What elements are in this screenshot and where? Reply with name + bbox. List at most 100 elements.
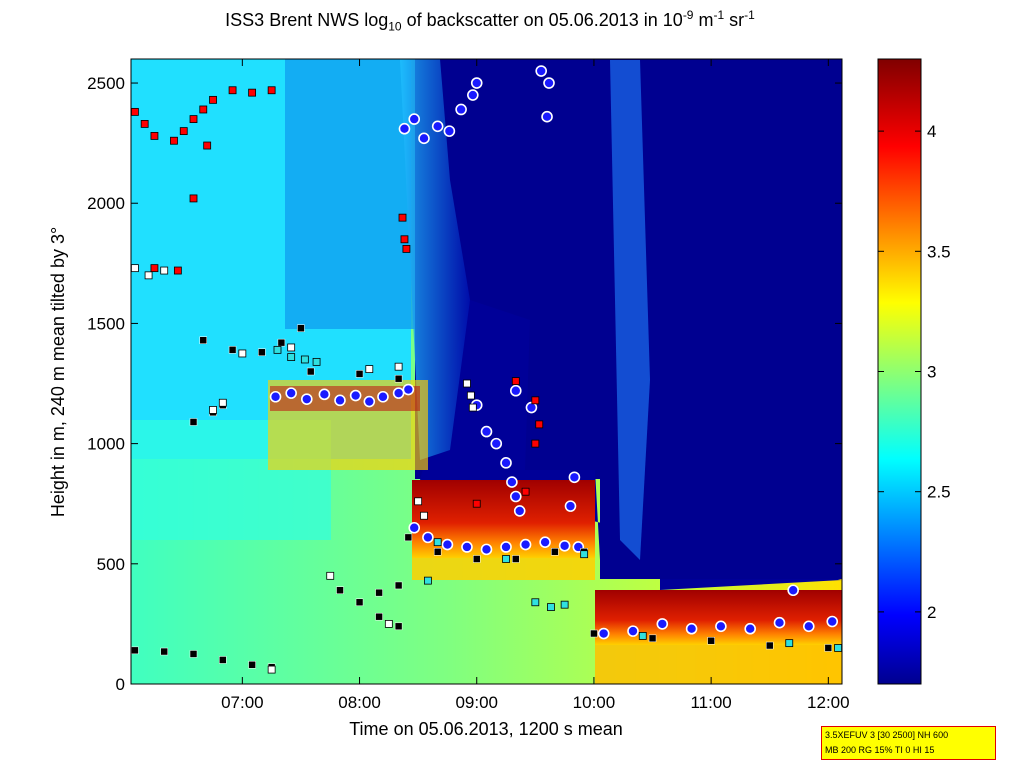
cloud-base-marker bbox=[398, 122, 411, 135]
aerosol-layer-marker bbox=[297, 324, 305, 332]
heatmap-blue-streak bbox=[285, 59, 415, 329]
red-square-marker bbox=[131, 107, 139, 116]
cloud-base-marker bbox=[441, 538, 454, 551]
aerosol-layer-marker bbox=[375, 612, 383, 621]
cloud-base-marker bbox=[480, 425, 493, 438]
y-tick-label: 2500 bbox=[87, 74, 125, 93]
cyan-square-marker bbox=[531, 598, 540, 607]
title-text: of backscatter on 05.06.2013 in 10 bbox=[401, 10, 683, 30]
cloud-base-marker bbox=[455, 103, 467, 116]
cloud-base-marker bbox=[443, 125, 456, 137]
red-square-marker bbox=[209, 95, 217, 104]
white-square-marker bbox=[144, 271, 153, 280]
cloud-base-marker bbox=[506, 476, 518, 488]
chart-title: ISS3 Brent NWS log10 of backscatter on 0… bbox=[0, 8, 980, 34]
cloud-base-marker bbox=[826, 615, 839, 628]
cloud-base-marker bbox=[541, 110, 553, 123]
red-square-marker bbox=[199, 105, 208, 114]
aerosol-layer-marker bbox=[199, 336, 208, 344]
cyan-square-marker bbox=[300, 355, 309, 364]
cloud-base-marker bbox=[318, 388, 331, 401]
aerosol-layer-marker bbox=[404, 533, 413, 542]
cyan-square-marker bbox=[560, 600, 569, 609]
title-text: sr bbox=[724, 10, 745, 30]
cloud-base-marker bbox=[787, 584, 799, 597]
white-square-marker bbox=[238, 349, 247, 358]
cloud-base-marker bbox=[685, 622, 698, 635]
aerosol-layer-marker bbox=[219, 656, 227, 664]
red-square-marker bbox=[170, 136, 178, 145]
marker-layer bbox=[131, 65, 842, 674]
white-square-marker bbox=[468, 403, 477, 412]
red-square-marker bbox=[398, 213, 407, 222]
cloud-base-marker bbox=[470, 77, 483, 89]
colorbar-tick-label: 2.5 bbox=[927, 483, 951, 502]
aerosol-layer-marker bbox=[472, 555, 481, 563]
cyan-square-marker bbox=[433, 538, 442, 547]
white-square-marker bbox=[160, 266, 169, 275]
x-tick-label: 09:00 bbox=[455, 693, 498, 712]
cyan-square-marker bbox=[580, 550, 589, 559]
aerosol-layer-marker bbox=[707, 636, 715, 645]
title-superscript: -1 bbox=[744, 8, 755, 22]
y-tick-label: 2000 bbox=[87, 194, 125, 213]
white-square-marker bbox=[218, 398, 227, 407]
red-square-marker bbox=[179, 127, 188, 136]
aerosol-layer-marker bbox=[512, 555, 520, 563]
y-axis-ticks: 0 500 1000 1500 2000 2500 bbox=[87, 74, 842, 694]
white-square-marker bbox=[414, 497, 423, 506]
aerosol-layer-marker bbox=[394, 374, 403, 383]
x-tick-label: 07:00 bbox=[221, 693, 264, 712]
colorbar-tick-label: 2 bbox=[927, 603, 936, 622]
red-square-marker bbox=[531, 396, 540, 405]
white-square-marker bbox=[384, 620, 393, 628]
cloud-base-marker bbox=[402, 383, 415, 396]
cloud-base-marker bbox=[431, 120, 444, 133]
cyan-square-marker bbox=[424, 576, 432, 585]
title-text: ISS3 Brent NWS log bbox=[225, 10, 389, 30]
white-square-marker bbox=[365, 365, 374, 373]
cloud-base-marker bbox=[627, 625, 639, 637]
aerosol-layer-marker bbox=[131, 646, 139, 655]
white-square-marker bbox=[267, 665, 276, 674]
cloud-base-marker bbox=[461, 541, 473, 553]
aerosol-layer-marker bbox=[277, 338, 286, 347]
cyan-square-marker bbox=[502, 555, 510, 563]
y-axis-label: Height in m, 240 m mean tilted by 3° bbox=[48, 227, 68, 517]
red-square-marker bbox=[248, 88, 257, 97]
red-square-marker bbox=[400, 235, 409, 244]
cloud-base-marker bbox=[467, 89, 479, 101]
title-superscript: -1 bbox=[713, 8, 725, 22]
white-square-marker bbox=[463, 379, 471, 388]
red-square-marker bbox=[511, 377, 520, 386]
heatmap-cloud-base-glow bbox=[412, 558, 595, 580]
cloud-base-marker bbox=[715, 620, 727, 633]
cyan-square-marker bbox=[638, 632, 647, 640]
heatmap-clear-mid bbox=[420, 59, 842, 590]
cloud-base-marker bbox=[744, 622, 756, 635]
white-square-marker bbox=[287, 343, 296, 352]
y-tick-label: 0 bbox=[116, 675, 125, 694]
colorbar-tick-label: 3 bbox=[927, 363, 936, 382]
red-square-marker bbox=[402, 245, 411, 253]
colorbar-tick-label: 3.5 bbox=[927, 242, 951, 261]
aerosol-layer-marker bbox=[394, 622, 403, 631]
plot-axes-box bbox=[130, 58, 843, 685]
colorbar bbox=[877, 58, 922, 685]
red-square-marker bbox=[531, 439, 540, 448]
aerosol-layer-marker bbox=[248, 661, 256, 669]
cloud-base-marker bbox=[568, 471, 581, 484]
cloud-base-marker bbox=[535, 65, 547, 77]
red-square-marker bbox=[140, 120, 149, 128]
cloud-base-marker bbox=[509, 490, 522, 503]
cyan-square-marker bbox=[273, 345, 282, 354]
x-tick-label: 12:00 bbox=[807, 693, 850, 712]
heatmap-field bbox=[131, 59, 842, 684]
cloud-base-marker bbox=[539, 536, 551, 548]
red-square-marker bbox=[472, 499, 481, 508]
cloud-base-marker bbox=[543, 77, 555, 89]
aerosol-layer-marker bbox=[258, 348, 266, 357]
aerosol-layer-marker bbox=[824, 644, 833, 652]
cloud-base-marker bbox=[597, 627, 610, 640]
heatmap-plume bbox=[610, 60, 650, 560]
